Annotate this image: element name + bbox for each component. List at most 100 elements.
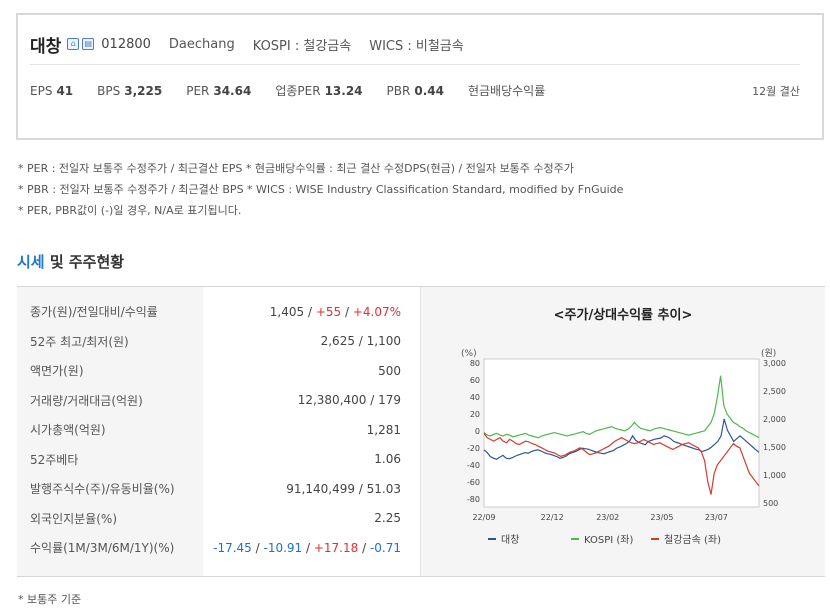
y-left-tick-label: 20 bbox=[470, 410, 480, 419]
english-name: Daechang bbox=[168, 36, 235, 52]
market-sector: KOSPI : 철강금속 bbox=[252, 38, 352, 54]
row-value: 1.06 bbox=[374, 452, 401, 467]
table-row: 발행주식수(주)/유동비율(%) 91,140,499 / 51.03 bbox=[17, 474, 419, 504]
row-value-price: 1,405 / +55 / +4.07% bbox=[203, 305, 401, 319]
footnote: * 보통주 기준 bbox=[18, 593, 82, 606]
separator: / bbox=[251, 540, 264, 555]
y-left-tick-label: -60 bbox=[467, 478, 480, 487]
return-1m: -17.45 bbox=[213, 540, 252, 555]
corp-header: 대창 ⌂ ▤ 012800 Daechang KOSPI : 철강금속 WICS… bbox=[30, 24, 800, 65]
row-value: 12,380,400 / 179 bbox=[297, 393, 401, 408]
y-right-tick-label: 1,500 bbox=[763, 443, 786, 452]
row-value: 2,625 / 1,100 bbox=[320, 334, 401, 349]
x-tick-label: 23/05 bbox=[650, 513, 673, 522]
y-right-tick-label: 3,000 bbox=[763, 359, 786, 368]
price-change: +55 bbox=[315, 304, 342, 319]
corp-summary-box bbox=[16, 13, 824, 140]
wics-sector: WICS : 비철금속 bbox=[369, 38, 464, 54]
per-label: PER bbox=[186, 83, 210, 98]
x-tick-label: 22/12 bbox=[541, 513, 564, 522]
separator: / bbox=[358, 540, 370, 555]
return-3m: -10.91 bbox=[263, 540, 303, 555]
y-left-tick-label: 80 bbox=[470, 359, 480, 368]
price-chart-panel: <주가/상대수익률 추이> (%) (원) 80 60 40 20 0 -20 -40 -60 -8… bbox=[420, 287, 825, 576]
eps-label: EPS bbox=[30, 83, 53, 98]
row-value: 500 bbox=[378, 363, 401, 378]
right-axis-unit: (원) bbox=[761, 348, 776, 359]
pbr-label: PBR bbox=[386, 83, 411, 98]
row-label: 수익률(1M/3M/6M/1Y)(%) bbox=[30, 541, 175, 556]
y-right-tick-label: 2,000 bbox=[763, 415, 786, 424]
y-right-tick-label: 500 bbox=[763, 499, 778, 508]
y-right-tick-label: 1,000 bbox=[763, 471, 786, 480]
bps-value: 3,225 bbox=[124, 83, 163, 98]
y-left-tick-label: 60 bbox=[470, 376, 480, 385]
valuation-stats: EPS 41 BPS 3,225 PER 34.64 업종PER 13.24 PBR 0.… bbox=[30, 82, 800, 99]
row-label: 발행주식수(주)/유동비율(%) bbox=[30, 482, 175, 497]
sector-per-stat: 업종PER 13.24 bbox=[275, 82, 362, 99]
company-name: 대창 bbox=[30, 36, 62, 57]
section-title-rest: 및 주주현황 bbox=[44, 253, 125, 271]
table-row: 외국인지분율(%) 2.25 bbox=[17, 504, 419, 534]
table-row: 52주베타 1.06 bbox=[17, 445, 419, 475]
table-header-column bbox=[17, 287, 203, 576]
note-line: * PER, PBR값이 (-)일 경우, N/A로 표기됩니다. bbox=[18, 204, 242, 217]
pbr-stat: PBR 0.44 bbox=[387, 84, 444, 98]
legend-label: 대창 bbox=[501, 534, 519, 546]
y-left-tick-label: 40 bbox=[470, 393, 480, 402]
y-left-tick-label: -80 bbox=[467, 495, 480, 504]
chart-title: <주가/상대수익률 추이> bbox=[553, 308, 693, 323]
note-line: * PBR : 전일자 보통주 수정주가 / 최근결산 BPS * WICS :… bbox=[18, 183, 624, 196]
series-line-0 bbox=[483, 418, 760, 460]
row-value: 1,281 bbox=[366, 422, 401, 437]
row-label: 52주 최고/최저(원) bbox=[30, 334, 129, 349]
eps-value: 41 bbox=[56, 83, 74, 98]
settlement-month: 12월 결산 bbox=[752, 84, 800, 98]
eps-stat: EPS 41 bbox=[30, 84, 73, 98]
y-left-tick-label: 0 bbox=[475, 427, 480, 436]
report-icon[interactable]: ▤ bbox=[82, 38, 95, 50]
separator: / bbox=[304, 304, 316, 319]
row-label: 액면가(원) bbox=[30, 364, 84, 379]
row-label: 종가(원)/전일대비/수익률 bbox=[30, 305, 158, 320]
bps-stat: BPS 3,225 bbox=[97, 84, 162, 98]
legend-label: KOSPI (좌) bbox=[584, 534, 633, 546]
dividend-yield-stat: 현금배당수익률 bbox=[467, 84, 546, 98]
bps-label: BPS bbox=[97, 83, 121, 98]
return-6m: +17.18 bbox=[313, 540, 359, 555]
table-row: 거래량/거래대금(억원) 12,380,400 / 179 bbox=[17, 386, 419, 416]
sector-per-value: 13.24 bbox=[324, 84, 363, 98]
table-row: 수익률(1M/3M/6M/1Y)(%) -17.45 / -10.91 / +1… bbox=[17, 533, 419, 563]
left-axis-unit: (%) bbox=[461, 349, 477, 359]
price-change-rate: +4.07% bbox=[352, 304, 401, 319]
legend-label: 철강금속 (좌) bbox=[664, 534, 721, 546]
y-left-tick-label: -20 bbox=[467, 444, 480, 453]
x-tick-label: 23/02 bbox=[596, 513, 619, 522]
y-left-tick-label: -40 bbox=[467, 461, 480, 470]
note-line: * PER : 전일자 보통주 수정주가 / 최근결산 EPS * 현금배당수익… bbox=[18, 162, 574, 175]
row-value: 91,140,499 / 51.03 bbox=[286, 481, 401, 496]
row-value: 2.25 bbox=[374, 511, 401, 526]
row-label: 거래량/거래대금(억원) bbox=[30, 393, 143, 408]
return-1y: -0.71 bbox=[369, 540, 401, 555]
table-row: 52주 최고/최저(원) 2,625 / 1,100 bbox=[17, 327, 419, 357]
home-icon[interactable]: ⌂ bbox=[67, 38, 80, 50]
per-stat: PER 34.64 bbox=[186, 84, 251, 98]
row-label: 52주베타 bbox=[30, 452, 79, 467]
series-line-2 bbox=[483, 433, 760, 495]
series-line-1 bbox=[483, 375, 760, 439]
table-row: 액면가(원) 500 bbox=[17, 356, 419, 386]
x-tick-label: 23/07 bbox=[705, 513, 728, 522]
market-panel: 종가(원)/전일대비/수익률 1,405 / +55 / +4.07% 52주 … bbox=[17, 286, 825, 577]
separator: / bbox=[341, 304, 353, 319]
section-title-accent: 시세 bbox=[17, 253, 45, 271]
row-label: 외국인지분율(%) bbox=[30, 511, 118, 526]
table-row: 시가총액(억원) 1,281 bbox=[17, 415, 419, 445]
sector-per-label: 업종PER bbox=[275, 84, 321, 98]
row-value-returns: -17.45 / -10.91 / +17.18 / -0.71 bbox=[203, 541, 401, 555]
definition-notes: * PER : 전일자 보통주 수정주가 / 최근결산 EPS * 현금배당수익… bbox=[18, 158, 623, 221]
x-tick-label: 22/09 bbox=[472, 513, 495, 522]
price-chart: (%) (원) 80 60 40 20 0 -20 -40 -60 -80 3,000 2,500 2,0… bbox=[461, 348, 786, 546]
pbr-value: 0.44 bbox=[414, 83, 444, 98]
separator: / bbox=[302, 540, 314, 555]
